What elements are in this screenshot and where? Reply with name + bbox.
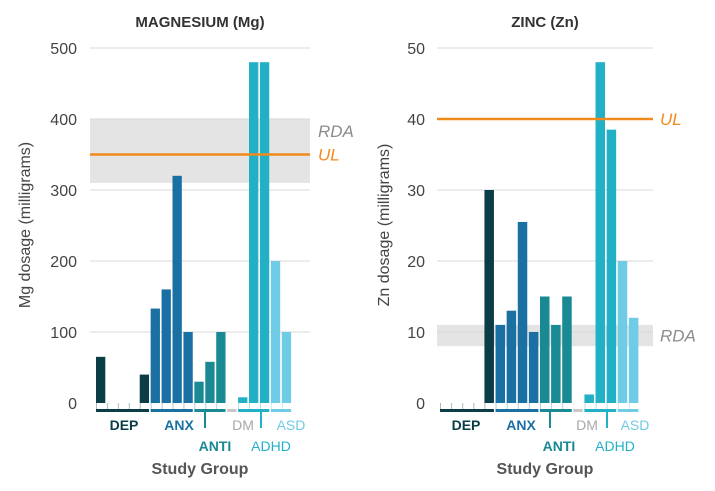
zn-y-tick-label: 10 <box>407 325 425 342</box>
zn-y-tick-label: 40 <box>407 112 425 129</box>
zn-y-axis-label: Zn dosage (milligrams) <box>376 144 393 307</box>
zn-bar-adhd <box>595 62 606 403</box>
mg-bar-asd <box>281 332 292 403</box>
zn-group-underline-dep <box>440 409 494 412</box>
zn-group-underline-asd <box>617 409 639 412</box>
mg-group-underline-adhd <box>238 409 270 412</box>
mg-chart-title: MAGNESIUM (Mg) <box>135 14 264 31</box>
mg-group-underline-anx <box>150 409 193 412</box>
mg-rda-band <box>90 119 310 183</box>
zn-bar-adhd <box>584 394 594 403</box>
mg-bar-adhd <box>238 397 248 403</box>
zn-bar-asd <box>617 261 628 403</box>
zn-bar-anx <box>506 310 517 403</box>
mg-bar-anti <box>194 381 204 403</box>
mg-group-label-adhd: ADHD <box>251 438 291 454</box>
zinc-chart: ZINC (Zn) 0 10 20 30 40 50 Zn dosage (milligram… <box>376 14 696 478</box>
zn-group-label-anx: ANX <box>506 417 536 433</box>
zn-rda-label: RDA <box>660 327 696 346</box>
magnesium-chart: MAGNESIUM (Mg) 0 100 200 300 400 500 Mg dosage … <box>17 14 354 478</box>
zn-bar-asd <box>628 317 639 403</box>
zn-x-axis-label: Study Group <box>497 461 594 478</box>
mg-group-label-anx: ANX <box>164 417 194 433</box>
mg-x-axis-label: Study Group <box>152 461 249 478</box>
zn-group-label-asd: ASD <box>621 417 650 433</box>
mg-y-tick-label: 400 <box>50 112 77 129</box>
mg-bar-anx <box>150 308 160 403</box>
zn-bar-dep <box>484 190 494 403</box>
mg-bar-anx <box>172 175 182 403</box>
zn-y-tick-label: 0 <box>416 396 425 413</box>
zn-group-label-anti: ANTI <box>543 438 576 454</box>
zn-group-label-adhd: ADHD <box>595 438 635 454</box>
zn-bar-anx <box>528 332 539 403</box>
mg-bar-anti <box>216 332 226 403</box>
zn-bar-anti <box>539 296 550 403</box>
zn-ul-label: UL <box>660 110 682 129</box>
mg-group-label-dep: DEP <box>110 417 139 433</box>
zn-chart-title: ZINC (Zn) <box>511 14 578 31</box>
mg-group-underline-asd <box>270 409 292 412</box>
mg-ul-label: UL <box>318 146 340 165</box>
mg-group-underline-dm <box>227 409 237 412</box>
zn-bar-anx <box>495 324 506 403</box>
mg-group-underline-dep <box>96 409 150 412</box>
mg-bar-dep <box>139 374 150 403</box>
mg-bar-dep <box>96 356 106 403</box>
mg-group-label-anti: ANTI <box>199 438 232 454</box>
zn-bar-anti <box>551 324 561 403</box>
zn-bar-anx <box>517 221 528 403</box>
mg-group-underline-anti <box>194 409 226 412</box>
mg-bar-adhd <box>249 62 259 403</box>
mg-bar-asd <box>270 261 281 403</box>
mg-y-tick-label: 0 <box>68 396 77 413</box>
mg-bar-anx <box>183 332 193 403</box>
zn-bar-adhd <box>606 129 617 403</box>
mg-y-tick-label: 300 <box>50 183 77 200</box>
zn-y-tick-label: 50 <box>407 41 425 58</box>
zn-group-underline-anti <box>539 409 572 412</box>
zn-group-underline-dm <box>573 409 583 412</box>
mg-bar-anti <box>205 361 215 403</box>
mg-rda-label: RDA <box>318 122 354 141</box>
zn-y-tick-label: 20 <box>407 254 425 271</box>
mg-group-label-asd: ASD <box>277 417 306 433</box>
zn-group-label-dep: DEP <box>452 417 481 433</box>
mg-bar-adhd <box>259 62 270 403</box>
mg-y-tick-label: 200 <box>50 254 77 271</box>
zn-y-tick-label: 30 <box>407 183 425 200</box>
zn-group-underline-anx <box>495 409 539 412</box>
mg-y-axis-label: Mg dosage (milligrams) <box>17 142 34 308</box>
mg-bar-anx <box>161 289 171 403</box>
zn-group-label-dm: DM <box>576 417 598 433</box>
zn-group-underline-adhd <box>584 409 617 412</box>
mg-y-tick-label: 500 <box>50 41 77 58</box>
mg-group-label-dm: DM <box>232 417 254 433</box>
mg-y-tick-label: 100 <box>50 325 77 342</box>
zn-bar-anti <box>562 296 572 403</box>
